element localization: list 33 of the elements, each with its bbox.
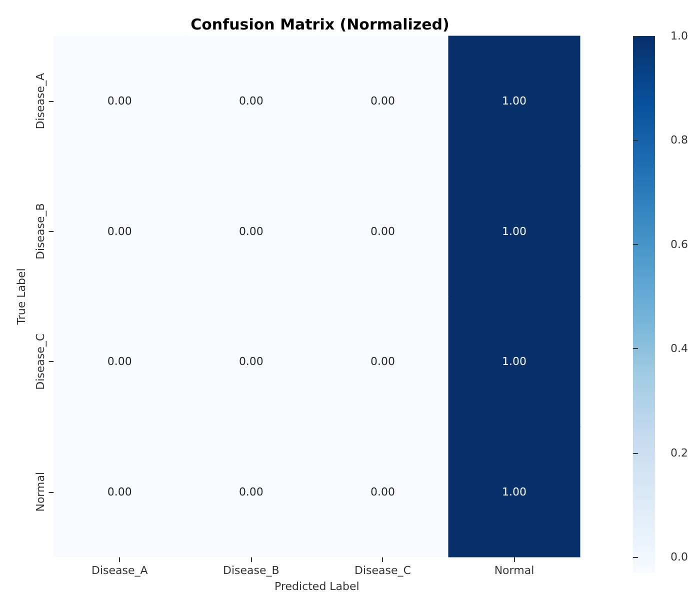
data-label: 0.00 [370,355,395,368]
data-label: 0.00 [238,224,264,238]
y-tick-label: Disease_B [34,203,47,260]
data-label: 0.00 [107,94,132,108]
data-label: 0.00 [238,355,264,368]
y-tick-label: Disease_C [34,333,47,390]
x-tick-label: Disease_B [223,564,280,577]
chart-title: Confusion Matrix (Normalized) [190,16,450,34]
y-tick-label: Disease_A [34,72,47,130]
data-label: 0.00 [107,355,132,368]
data-label: 1.00 [502,94,526,108]
color-bar-label: 0.6 [670,238,688,251]
data-label: 0.00 [238,94,264,108]
x-tick-label: Disease_C [354,564,412,577]
data-label: 1.00 [502,355,526,368]
data-label: 0.00 [107,224,132,238]
x-tick-label: Disease_A [92,564,148,577]
color-bar-label: 0.0 [670,550,688,564]
data-label: 0.00 [370,485,395,498]
color-bar-label: 1.0 [670,30,688,42]
y-axis-title: True Label [15,268,28,326]
data-label: 0.00 [238,485,264,498]
x-tick-label: Normal [494,564,534,577]
color-bar-label: 0.4 [670,342,688,356]
data-label: 1.00 [502,485,526,498]
x-axis-title: Predicted Label [274,580,360,593]
data-label: 0.00 [107,485,132,498]
y-tick-label: Normal [34,472,47,512]
color-bar-label: 0.2 [670,446,688,460]
data-label: 1.00 [502,224,526,238]
data-label: 0.00 [370,94,395,108]
color-bar-label: 0.8 [670,134,688,147]
data-label: 0.00 [370,224,395,238]
